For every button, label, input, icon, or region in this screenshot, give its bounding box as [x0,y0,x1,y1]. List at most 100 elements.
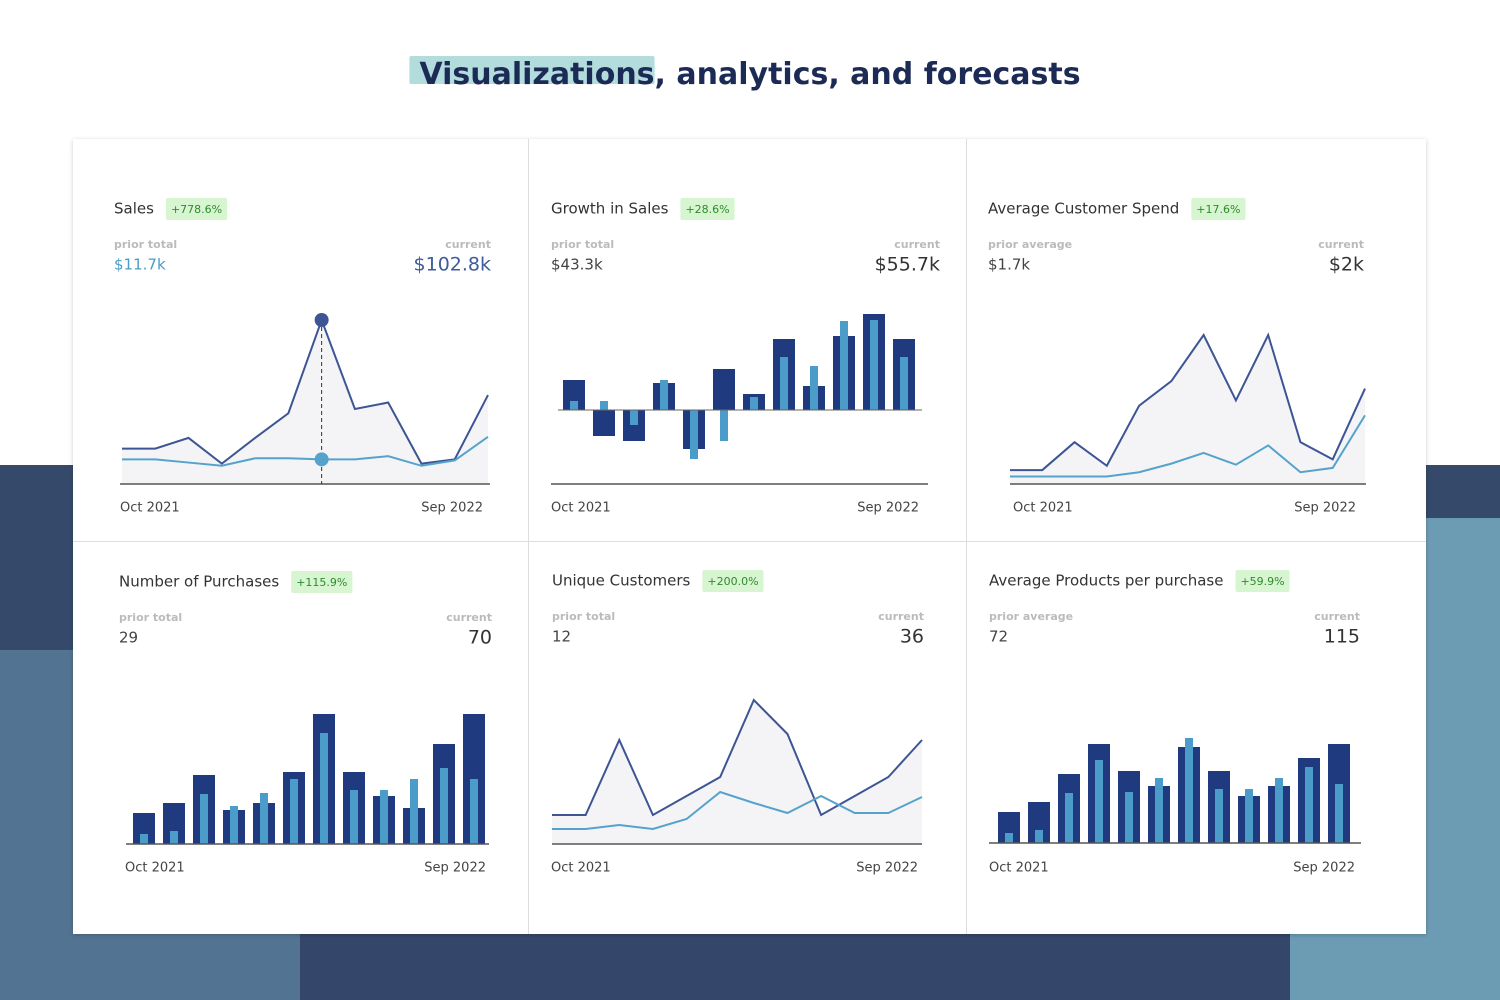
panel-title: Growth in Sales [551,200,669,218]
bar [690,410,698,459]
bar [230,806,238,844]
prior-value: $11.7k [114,256,166,274]
bar [1125,792,1133,843]
bar [780,357,788,410]
panel-title: Average Customer Spend [988,200,1179,218]
change-badge: +17.6% [1196,203,1240,216]
hover-point [314,452,329,467]
bar [870,320,878,410]
bar [1245,789,1253,843]
bar [750,397,758,410]
x-tick-label: Oct 2021 [551,861,611,876]
current-label: current [1318,238,1364,251]
bar [410,779,418,844]
prior-value: 12 [552,628,571,646]
prior-label: prior average [988,238,1072,251]
panel-title: Unique Customers [552,572,691,590]
prior-label: prior total [552,610,615,623]
bar [840,321,848,410]
current-label: current [878,610,924,623]
x-tick-label: Sep 2022 [857,501,919,516]
change-badge: +115.9% [296,576,347,589]
badge-bg [165,198,228,220]
line [1010,414,1366,478]
change-badge: +200.0% [707,575,758,588]
bar [1005,833,1013,843]
x-tick-label: Sep 2022 [421,501,483,516]
bar [1335,784,1343,843]
x-tick-label: Sep 2022 [856,861,918,876]
change-badge: +59.9% [1240,575,1284,588]
bar [1028,802,1050,843]
bar [320,733,328,844]
title-text: , analytics, and forecasts [655,57,1081,92]
bar [660,380,668,410]
bar [900,357,908,410]
bar [998,812,1020,843]
prior-label: prior total [551,238,614,251]
x-tick-label: Sep 2022 [1293,861,1355,876]
bar [630,410,638,425]
bar [1275,778,1283,843]
bar [570,401,578,410]
bar [440,768,448,844]
page-title: Visualizations, analytics, and forecasts [419,57,1080,92]
current-value: 70 [468,627,492,649]
bar [1215,789,1223,843]
current-label: current [1314,610,1360,623]
prior-label: prior total [119,611,182,624]
bar [713,369,735,410]
bar [290,779,298,844]
panel-title: Number of Purchases [119,573,279,591]
bar [563,380,585,410]
change-badge: +778.6% [171,203,222,216]
badge-bg [680,198,735,220]
x-tick-label: Oct 2021 [125,861,185,876]
prior-value: $1.7k [988,256,1030,274]
prior-value: 29 [119,629,138,647]
badge-bg [291,571,353,593]
bar [133,813,155,844]
bg-block [1426,465,1500,518]
bar [140,834,148,844]
prior-value: 72 [989,628,1008,646]
x-tick-label: Oct 2021 [120,501,180,516]
bar [260,793,268,844]
current-value: 36 [900,626,924,648]
current-value: $102.8k [414,254,491,276]
prior-label: prior average [989,610,1073,623]
line [122,317,489,465]
panel-title: Average Products per purchase [989,572,1223,590]
area [552,700,922,844]
bar [1035,830,1043,843]
title-highlight-text: Visualizations [419,57,654,92]
panel-title: Sales [114,200,154,218]
area [122,320,488,484]
current-value: 115 [1324,626,1360,648]
bar [623,410,645,441]
bar [1095,760,1103,843]
bar [1155,778,1163,843]
x-tick-label: Sep 2022 [1294,501,1356,516]
x-tick-label: Oct 2021 [1013,501,1073,516]
bar [600,401,608,410]
area [1010,335,1365,484]
bar [1065,793,1073,843]
bar [170,831,178,844]
line [552,790,923,831]
line [1010,332,1366,472]
prior-label: prior total [114,238,177,251]
change-badge: +28.6% [685,203,729,216]
line [122,436,489,467]
x-tick-label: Oct 2021 [989,861,1049,876]
bar [1305,767,1313,843]
badge-bg [1191,198,1246,220]
bar [593,410,615,436]
bar [350,790,358,844]
current-value: $2k [1329,254,1364,276]
title-highlight [409,56,655,84]
bar [470,779,478,844]
current-label: current [446,611,492,624]
badge-bg [1235,570,1290,592]
